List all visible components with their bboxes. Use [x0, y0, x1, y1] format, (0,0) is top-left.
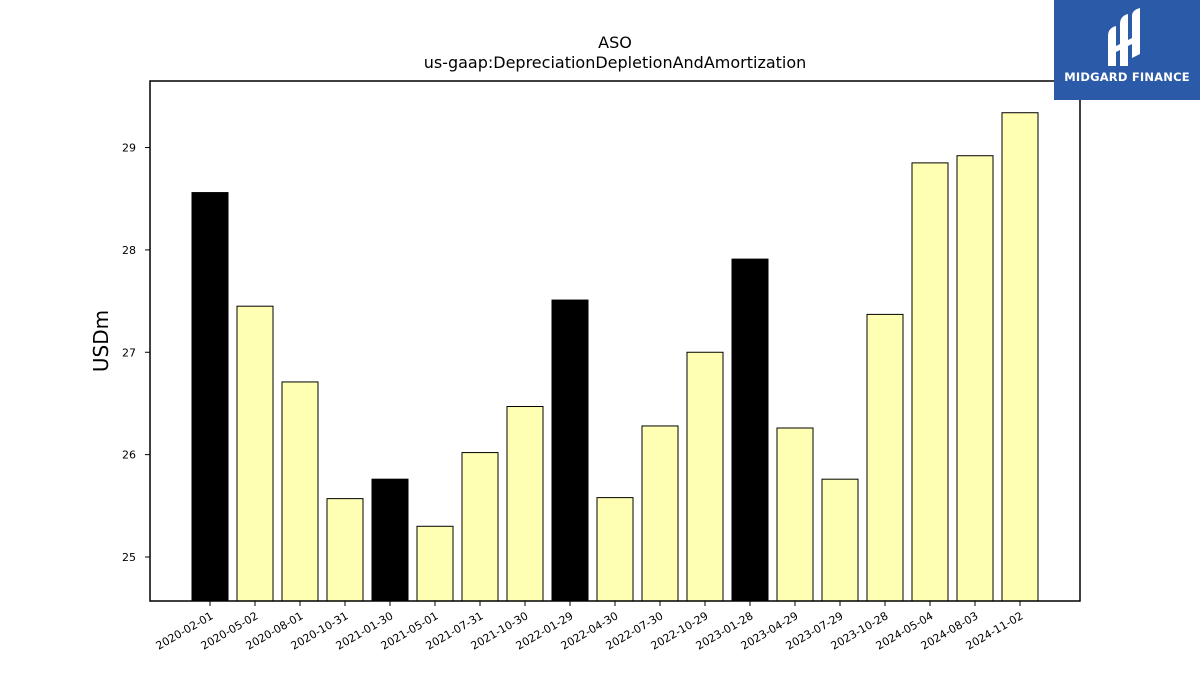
bars-group	[191, 112, 1039, 602]
y-tick-label: 26	[122, 449, 136, 462]
y-tick-label: 27	[122, 346, 136, 359]
y-tick-label: 25	[122, 551, 136, 564]
chart-subtitle: us-gaap:DepreciationDepletionAndAmortiza…	[424, 53, 807, 72]
bar-2020-02-01	[191, 192, 229, 602]
bar-2023-07-29	[821, 478, 859, 602]
y-tick-label: 28	[122, 244, 136, 257]
plot-frame	[149, 80, 1081, 602]
bar-2021-10-30	[506, 406, 544, 602]
bar-2023-01-28	[731, 258, 769, 602]
bar-2021-05-01	[416, 525, 454, 602]
logo-text: MIDGARD FINANCE	[1064, 70, 1190, 84]
bar-2022-04-30	[596, 497, 634, 602]
bar-2020-08-01	[281, 381, 319, 602]
bar-2022-10-29	[686, 351, 724, 602]
bar-2023-10-28	[866, 313, 904, 602]
bar-2023-04-29	[776, 427, 814, 602]
bar-2024-08-03	[956, 155, 994, 602]
logo-mark-icon	[1108, 8, 1140, 66]
y-tick-label: 29	[122, 142, 136, 155]
bar-2021-01-30	[371, 478, 409, 602]
chart-title: ASO	[598, 33, 632, 52]
brand-logo: MIDGARD FINANCE	[1054, 0, 1200, 100]
x-axis-ticks: 2020-02-012020-05-022020-08-012020-10-31…	[154, 601, 1026, 653]
bar-2022-07-30	[641, 425, 679, 602]
bar-2021-07-31	[461, 452, 499, 602]
y-axis-label: USDm	[89, 310, 113, 372]
bar-2024-11-02	[1001, 112, 1039, 602]
bar-2020-05-02	[236, 305, 274, 602]
y-axis-ticks: 25 26 27 28 29	[122, 142, 150, 564]
bar-2020-10-31	[326, 498, 364, 602]
bar-2022-01-29	[551, 299, 589, 602]
bar-2024-05-04	[911, 162, 949, 602]
